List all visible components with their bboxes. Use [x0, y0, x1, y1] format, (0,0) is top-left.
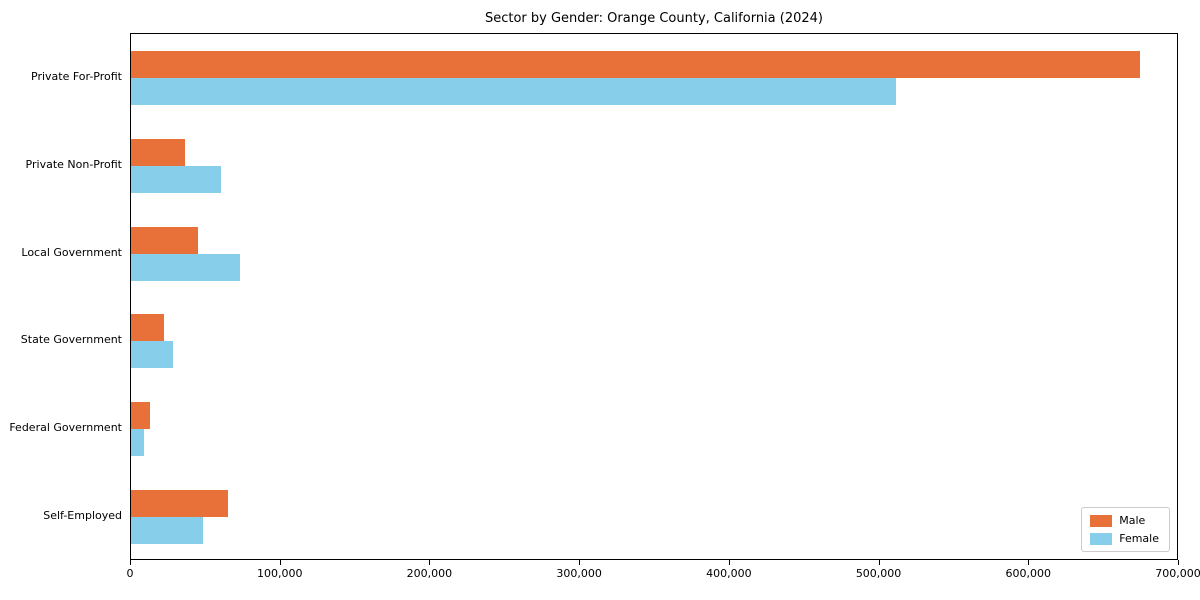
x-tick-mark	[1028, 560, 1030, 565]
y-tick-label: State Government	[20, 333, 122, 347]
bar-female-3	[131, 341, 173, 369]
x-tick-mark	[130, 560, 131, 565]
legend-label: Female	[1119, 532, 1159, 545]
bar-male-4	[131, 402, 151, 430]
x-tick-mark	[1178, 560, 1179, 565]
x-tick-mark	[429, 560, 431, 565]
bar-male-0	[131, 50, 1140, 78]
legend-item-male: Male	[1090, 514, 1159, 527]
bar-female-1	[131, 165, 221, 193]
bar-female-5	[131, 517, 203, 545]
plot-area: Male Female	[130, 33, 1178, 560]
y-tick-label: Self-Employed	[43, 509, 122, 523]
y-tick-label: Federal Government	[9, 421, 122, 435]
x-tick-label: 100,000	[256, 567, 303, 580]
legend-label: Male	[1119, 514, 1146, 527]
y-tick-label: Private For-Profit	[31, 69, 122, 83]
x-tick-label: 300,000	[556, 567, 602, 580]
x-tick-label: 600,000	[1005, 567, 1052, 580]
x-tick-mark	[728, 560, 730, 565]
bar-male-3	[131, 314, 164, 342]
x-tick-mark	[579, 560, 581, 565]
bar-male-2	[131, 226, 199, 254]
x-tick-label: 0	[126, 567, 134, 580]
y-tick-label: Private Non-Profit	[25, 157, 122, 171]
legend-swatch-female	[1090, 532, 1113, 545]
x-tick-label: 500,000	[855, 567, 902, 580]
x-tick-label: 700,000	[1155, 567, 1200, 580]
chart-title: Sector by Gender: Orange County, Califor…	[484, 11, 823, 26]
bar-male-1	[131, 138, 185, 166]
bar-female-2	[131, 253, 241, 281]
bar-male-5	[131, 490, 229, 518]
y-tick-label: Local Government	[21, 245, 122, 259]
legend: Male Female	[1081, 507, 1170, 552]
x-tick-label: 200,000	[406, 567, 453, 580]
bar-female-4	[131, 429, 145, 457]
x-tick-mark	[279, 560, 281, 565]
legend-swatch-male	[1090, 514, 1113, 527]
legend-item-female: Female	[1090, 532, 1159, 545]
bar-female-0	[131, 77, 897, 105]
x-tick-label: 400,000	[706, 567, 752, 580]
x-tick-mark	[878, 560, 880, 565]
